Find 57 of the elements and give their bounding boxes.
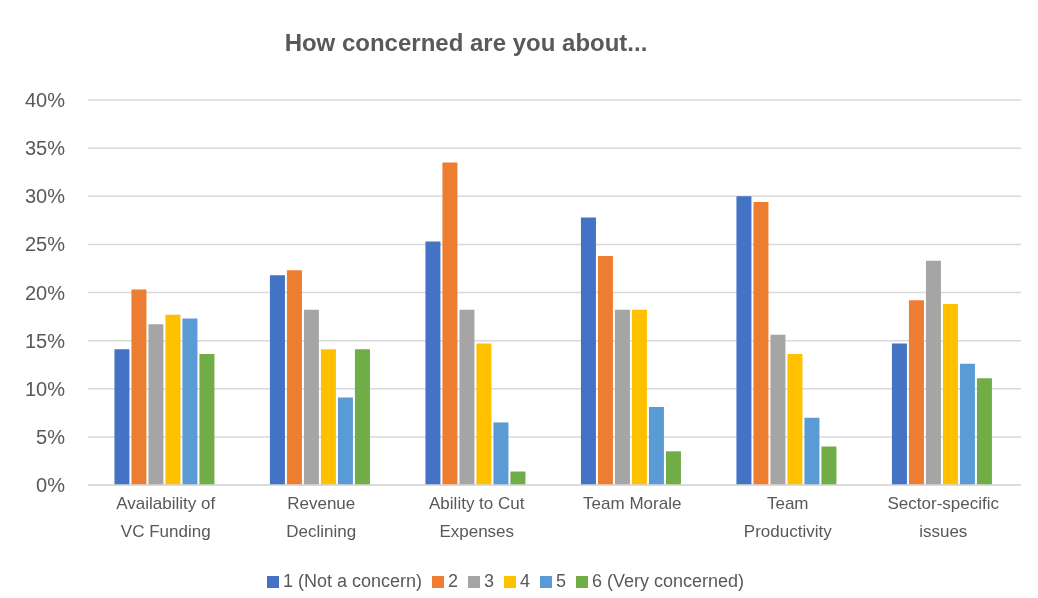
y-tick-label: 25% xyxy=(24,233,66,256)
bar xyxy=(908,300,924,485)
bar xyxy=(736,196,752,485)
y-tick-label: 30% xyxy=(24,185,66,208)
bar xyxy=(303,309,319,485)
bar xyxy=(925,260,941,485)
y-tick-label: 15% xyxy=(24,329,66,352)
y-tick-label: 0% xyxy=(36,474,66,497)
y-tick-label: 5% xyxy=(36,425,66,448)
bar xyxy=(199,354,215,485)
bar xyxy=(114,349,130,485)
y-tick-label: 35% xyxy=(24,137,66,160)
y-tick-label: 20% xyxy=(24,281,66,304)
y-tick-label: 40% xyxy=(24,89,66,112)
bar xyxy=(493,422,509,485)
bar xyxy=(891,343,907,485)
legend-label: 2 xyxy=(447,571,458,591)
bar xyxy=(942,304,958,485)
x-tick-label: Team Morale xyxy=(583,494,682,513)
bar xyxy=(320,349,336,485)
bar xyxy=(787,354,803,485)
x-tick-label: Sector-specific issues xyxy=(887,494,1000,541)
x-tick-label: Availability of VC Funding xyxy=(116,494,216,541)
bar xyxy=(631,309,647,485)
bar xyxy=(476,343,492,485)
chart-title: How concerned are you about... xyxy=(283,29,649,57)
x-tick-label: Team Productivity xyxy=(743,494,833,541)
bar xyxy=(165,314,181,485)
x-tick-label: Ability to Cut Expenses xyxy=(429,494,525,541)
bar xyxy=(753,202,769,485)
bar xyxy=(459,309,475,485)
bar xyxy=(580,217,596,485)
bar xyxy=(804,417,820,485)
bar xyxy=(182,318,198,485)
bar xyxy=(269,275,285,485)
legend-label: 5 xyxy=(556,571,567,591)
bar xyxy=(148,324,164,485)
legend-label: 3 xyxy=(483,571,494,591)
y-tick-label: 10% xyxy=(24,377,66,400)
bar xyxy=(770,334,786,485)
bar xyxy=(131,289,147,485)
bar xyxy=(337,397,353,485)
legend-label: 6 (Very concerned) xyxy=(592,571,745,591)
bar xyxy=(286,270,302,485)
bar xyxy=(976,378,992,485)
bar xyxy=(354,349,370,485)
bar xyxy=(614,309,630,485)
legend-label: 4 xyxy=(519,571,530,591)
x-tick-label: Revenue Declining xyxy=(286,494,357,541)
bar xyxy=(959,363,975,485)
bar xyxy=(425,241,441,485)
bar xyxy=(821,446,837,485)
bar xyxy=(442,162,458,485)
bar xyxy=(597,255,613,485)
legend-label: 1 (Not a concern) xyxy=(282,571,422,591)
bar xyxy=(665,451,681,485)
bar xyxy=(648,407,664,485)
